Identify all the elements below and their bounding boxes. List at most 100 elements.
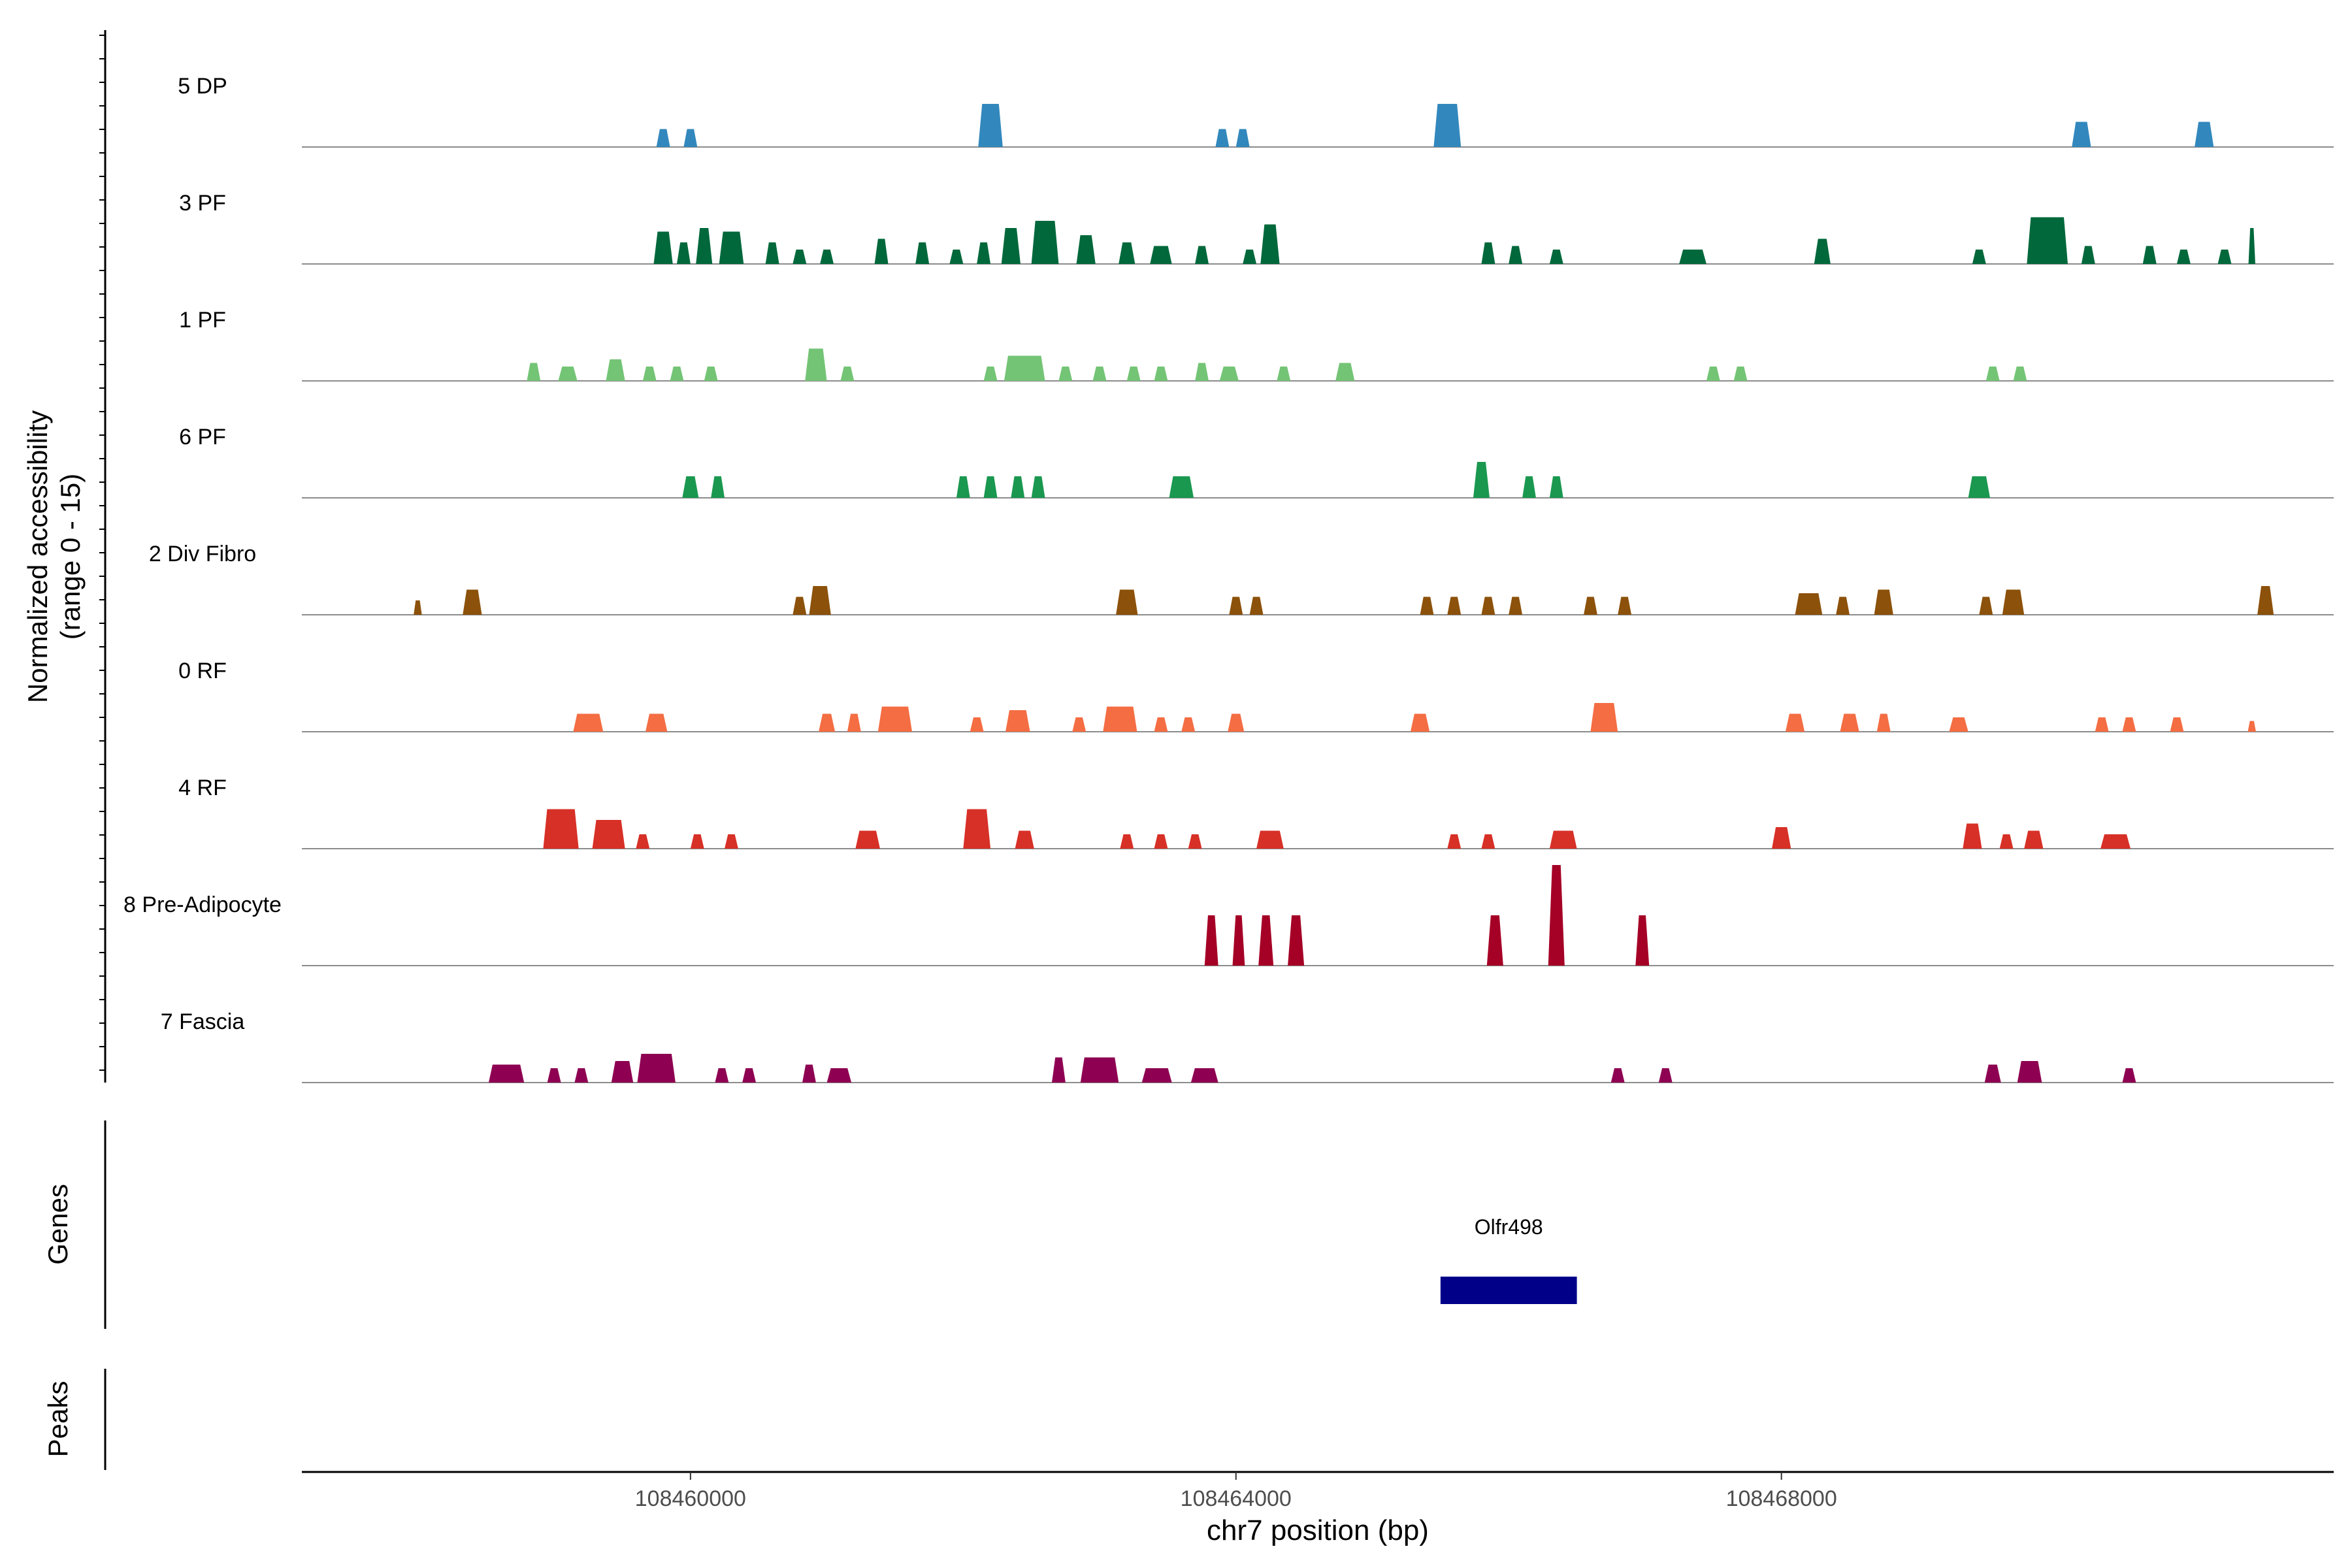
coverage-peak [2257, 586, 2274, 615]
coverage-peak [956, 476, 970, 498]
coverage-peak [1258, 915, 1274, 966]
coverage-peak [1814, 238, 1831, 264]
track-label: 6 PF [179, 425, 226, 449]
coverage-axis-ticks [99, 35, 105, 1071]
coverage-peak [1968, 476, 1991, 498]
coverage-peak [1876, 713, 1891, 732]
coverage-peak [690, 834, 704, 849]
coverage-peak [1228, 713, 1245, 732]
coverage-peak [1836, 596, 1850, 615]
coverage-peak [543, 809, 579, 849]
coverage-peak [1260, 224, 1280, 264]
coverage-peak [1447, 596, 1462, 615]
track-label: 2 Div Fibro [149, 542, 256, 566]
coverage-peak [611, 1061, 634, 1083]
coverage-peak [792, 250, 807, 264]
gene-label: Olfr498 [1475, 1215, 1543, 1239]
coverage-peak [1785, 713, 1805, 732]
coverage-peak [1243, 250, 1257, 264]
coverage-peak [1972, 250, 1986, 264]
coverage-peak [2122, 1068, 2136, 1083]
coverage-peak [2247, 721, 2257, 732]
coverage-peak [1126, 367, 1141, 381]
coverage-peak [983, 367, 998, 381]
coverage-peak [1963, 823, 1982, 849]
coverage-peak [1999, 834, 2014, 849]
coverage-peak [1618, 596, 1632, 615]
coverage-peak [1949, 717, 1968, 732]
coverage-peak [847, 713, 861, 732]
coverage-peak [1509, 246, 1523, 264]
y-axis-label: Normalized accessibility [22, 410, 53, 703]
coverage-peak [1277, 367, 1291, 381]
coverage-peak [414, 600, 422, 615]
coverage-peak [2072, 122, 2091, 147]
coverage-peak [488, 1064, 525, 1083]
coverage-peak [2013, 367, 2027, 381]
coverage-peak [1635, 915, 1650, 966]
coverage-peak [1058, 367, 1073, 381]
coverage-peak [963, 809, 991, 849]
coverage-peak [1001, 228, 1021, 264]
x-tick-label: 108468000 [1726, 1486, 1837, 1511]
coverage-peak [1080, 1057, 1119, 1083]
coverage-peak [1610, 1068, 1625, 1083]
coverage-peak [1549, 476, 1563, 498]
coverage-peak [1256, 830, 1284, 849]
coverage-peak [696, 228, 713, 264]
coverage-peak [1195, 363, 1209, 381]
coverage-peak [574, 1068, 589, 1083]
coverage-peak [2081, 246, 2095, 264]
coverage-peak [1190, 1068, 1218, 1083]
track-0-rf: 0 RF [178, 659, 2334, 732]
track-label: 7 Fascia [161, 1009, 245, 1034]
coverage-peak [1481, 834, 1495, 849]
x-tick-label: 108464000 [1181, 1486, 1292, 1511]
coverage-peak [1590, 703, 1618, 732]
coverage-peak [819, 713, 836, 732]
coverage-peak [820, 250, 834, 264]
track-label: 1 PF [179, 308, 226, 333]
coverage-peak [915, 242, 930, 264]
coverage-peak [1984, 1064, 2001, 1083]
coverage-peak [642, 367, 657, 381]
coverage-peak [1706, 367, 1720, 381]
coverage-peak [970, 717, 984, 732]
coverage-peak [715, 1068, 729, 1083]
coverage-peak [1772, 827, 1791, 849]
coverage-peak [1219, 367, 1239, 381]
coverage-peak [463, 589, 482, 615]
coverage-peak [1522, 476, 1536, 498]
coverage-peak [637, 1054, 676, 1083]
coverage-peak [1015, 830, 1034, 849]
coverage-peak [682, 476, 699, 498]
coverage-peak [877, 706, 913, 732]
coverage-peak [2027, 217, 2068, 264]
coverage-peak [1103, 706, 1137, 732]
coverage-peak [1874, 589, 1893, 615]
coverage-peak [2142, 246, 2157, 264]
coverage-peak [2248, 228, 2255, 264]
y-axis-label-range: (range 0 - 15) [55, 474, 86, 640]
track-2-div-fibro: 2 Div Fibro [149, 542, 2334, 615]
coverage-peak [558, 367, 578, 381]
coverage-peak [765, 242, 779, 264]
coverage-peak [547, 1068, 561, 1083]
coverage-peak [1481, 242, 1495, 264]
peaks-label: Peaks [42, 1381, 73, 1458]
coverage-peak [1119, 242, 1135, 264]
coverage-peak [1979, 596, 1993, 615]
coverage-peak [742, 1068, 757, 1083]
track-label: 8 Pre-Adipocyte [123, 892, 282, 917]
coverage-peak [645, 713, 668, 732]
coverage-peak [704, 367, 718, 381]
coverage-peak [805, 348, 827, 381]
coverage-peak [2122, 717, 2136, 732]
coverage-peak [1072, 717, 1086, 732]
coverage-peak [792, 596, 807, 615]
track-6-pf: 6 PF [179, 425, 2334, 498]
coverage-peak [983, 476, 998, 498]
coverage-peak [1229, 596, 1243, 615]
track-4-rf: 4 RF [178, 776, 2334, 849]
coverage-peak [1481, 596, 1495, 615]
